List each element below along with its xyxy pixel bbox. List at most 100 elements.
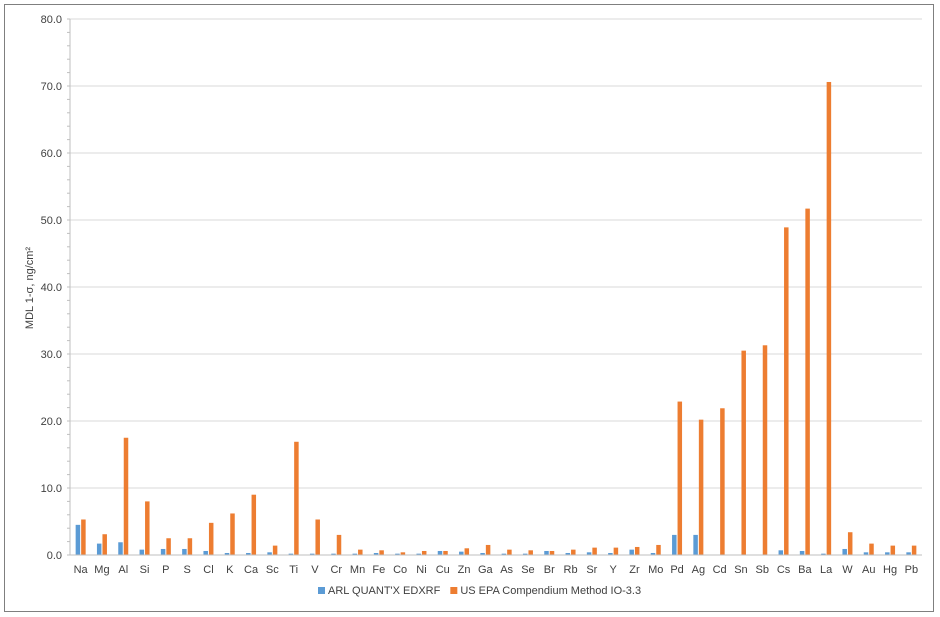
bar-us-epa xyxy=(485,544,491,555)
x-tick-label: Fe xyxy=(372,564,385,576)
x-tick-label: Pb xyxy=(905,564,918,576)
bar-us-epa xyxy=(358,549,363,555)
x-tick-label: As xyxy=(500,564,513,576)
bar-us-epa xyxy=(656,544,661,555)
bar-arl-quantx xyxy=(501,553,507,555)
bar-us-epa xyxy=(784,227,789,555)
x-tick-label: P xyxy=(162,564,169,576)
bar-us-epa xyxy=(464,548,470,555)
bar-us-epa xyxy=(336,534,342,555)
x-tick-label: Au xyxy=(862,564,875,576)
x-tick-label: Na xyxy=(74,564,89,576)
y-tick-label: 30.0 xyxy=(41,349,62,361)
bar-arl-quantx xyxy=(885,552,890,555)
x-tick-label: Br xyxy=(544,564,555,576)
bar-us-epa xyxy=(251,494,257,555)
x-tick-label: Sc xyxy=(266,564,279,576)
y-tick-label: 20.0 xyxy=(41,416,62,428)
legend-swatch xyxy=(318,587,325,594)
y-tick-label: 0.0 xyxy=(47,550,62,562)
x-tick-label: W xyxy=(842,564,853,576)
x-tick-label: Mn xyxy=(350,564,365,576)
bar-arl-quantx xyxy=(608,552,613,555)
bar-us-epa xyxy=(145,501,150,555)
x-tick-label: Se xyxy=(521,564,534,576)
y-tick-label: 80.0 xyxy=(41,14,62,26)
x-tick-label: Pd xyxy=(670,564,683,576)
legend-swatch xyxy=(450,587,458,594)
bar-us-epa xyxy=(421,550,427,555)
chart-frame xyxy=(4,4,934,612)
bar-us-epa xyxy=(762,345,768,555)
bar-us-epa xyxy=(123,437,129,555)
bar-us-epa xyxy=(272,545,278,555)
bar-arl-quantx xyxy=(544,550,549,555)
bar-arl-quantx xyxy=(693,534,698,555)
x-tick-label: Zr xyxy=(629,564,640,576)
bar-arl-quantx xyxy=(586,552,592,555)
x-tick-label: Sr xyxy=(586,564,597,576)
legend-label: US EPA Compendium Method IO-3.3 xyxy=(460,585,641,597)
bar-arl-quantx xyxy=(799,550,805,555)
bar-us-epa xyxy=(890,545,896,555)
x-tick-label: Hg xyxy=(883,564,897,576)
x-axis: Na Mg Al Si P S Cl K Ca Sc Ti V Cr Mn Fe Co Ni Cu Zn Ga As Se… xyxy=(70,554,922,576)
x-tick-label: Si xyxy=(140,564,150,576)
x-tick-label: Ca xyxy=(244,564,259,576)
bar-us-epa xyxy=(528,550,533,555)
bar-us-epa xyxy=(677,401,683,555)
bar-arl-quantx xyxy=(288,553,294,555)
bar-arl-quantx xyxy=(863,552,869,555)
x-tick-label: Al xyxy=(118,564,128,576)
x-tick-label: La xyxy=(820,564,833,576)
bar-arl-quantx xyxy=(906,552,911,555)
bar-arl-quantx xyxy=(821,553,826,555)
bar-arl-quantx xyxy=(224,552,230,555)
y-tick-label: 60.0 xyxy=(41,148,62,160)
x-tick-label: Mg xyxy=(94,564,109,576)
x-tick-label: Ba xyxy=(798,564,812,576)
bar-us-epa xyxy=(379,550,384,555)
bar-us-epa xyxy=(400,552,406,555)
bar-arl-quantx xyxy=(139,549,145,555)
bar-us-epa xyxy=(187,538,193,555)
bar-us-epa xyxy=(507,549,512,555)
y-tick-label: 70.0 xyxy=(41,81,62,93)
y-tick-label: 40.0 xyxy=(41,282,62,294)
bar-us-epa xyxy=(805,208,810,556)
bar-arl-quantx xyxy=(352,553,358,555)
bar-us-epa xyxy=(166,538,171,555)
bar-us-epa xyxy=(102,534,107,555)
x-tick-label: Co xyxy=(393,564,407,576)
x-tick-label: K xyxy=(226,564,234,576)
bar-arl-quantx xyxy=(480,552,485,555)
bar-us-epa xyxy=(549,550,555,555)
x-tick-label: Ga xyxy=(478,564,494,576)
bar-arl-quantx xyxy=(629,549,634,555)
bar-arl-quantx xyxy=(672,534,677,555)
bar-arl-quantx xyxy=(459,551,464,555)
bar-arl-quantx xyxy=(437,550,443,555)
x-tick-label: Sn xyxy=(734,564,747,576)
bar-us-epa xyxy=(315,519,320,555)
bar-arl-quantx xyxy=(565,552,571,555)
x-tick-label: Ag xyxy=(692,564,705,576)
x-tick-label: Cd xyxy=(713,564,727,576)
y-axis-title: MDL 1-σ, ng/cm² xyxy=(24,247,36,330)
bar-arl-quantx xyxy=(309,553,315,555)
legend-label: ARL QUANT'X EDXRF xyxy=(328,585,441,597)
bar-us-epa xyxy=(81,519,86,555)
bar-arl-quantx xyxy=(118,542,123,555)
bar-arl-quantx xyxy=(522,553,528,555)
bar-arl-quantx xyxy=(331,553,336,555)
x-tick-label: Zn xyxy=(458,564,471,576)
x-tick-label: S xyxy=(183,564,190,576)
legend: ARL QUANT'X EDXRF US EPA Compendium Metho… xyxy=(318,585,641,597)
bar-us-epa xyxy=(911,545,917,555)
bar-arl-quantx xyxy=(75,524,81,555)
x-tick-label: Rb xyxy=(564,564,578,576)
x-tick-label: Sb xyxy=(756,564,769,576)
bar-arl-quantx xyxy=(160,548,166,555)
bar-us-epa xyxy=(208,522,214,555)
x-tick-label: V xyxy=(311,564,319,576)
